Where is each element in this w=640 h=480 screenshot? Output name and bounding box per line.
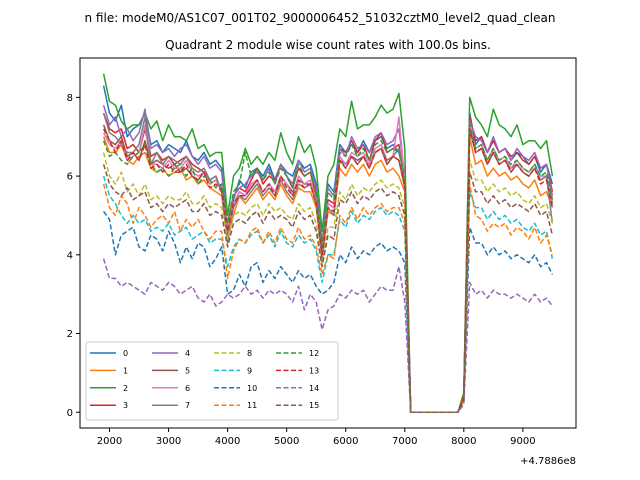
chart-suptitle: n file: modeM0/AS1C07_001T02_9000006452_…: [85, 11, 556, 25]
series-line-15: [102, 164, 554, 414]
x-tick-label: 7000: [392, 436, 417, 447]
x-tick-label: 9000: [510, 436, 535, 447]
series-line-13: [102, 128, 554, 414]
plot-frame: [79, 57, 577, 429]
y-tick-label: 0: [67, 408, 73, 419]
legend-label-1: 1: [123, 366, 128, 375]
x-tick-label: 2000: [97, 436, 122, 447]
series-line-2: [102, 73, 554, 414]
legend-label-15: 15: [309, 401, 319, 410]
x-tick-label: 5000: [274, 436, 299, 447]
series-line-10: [102, 211, 554, 414]
legend-label-6: 6: [185, 384, 190, 393]
series-line-14: [102, 258, 554, 414]
legend-label-3: 3: [123, 401, 128, 410]
x-axis: 2000 3000 4000 5000 6000 7000 8000 9000: [97, 428, 536, 447]
legend-label-12: 12: [309, 349, 319, 358]
series-line-9: [102, 175, 554, 414]
legend-label-8: 8: [247, 349, 252, 358]
series-line-11: [102, 183, 554, 414]
series-line-12: [102, 124, 554, 414]
chart-title: Quadrant 2 module wise count rates with …: [165, 38, 491, 52]
y-tick-label: 8: [67, 93, 73, 104]
series-line-4: [102, 104, 554, 414]
series-line-8: [102, 152, 554, 414]
legend-label-5: 5: [185, 366, 190, 375]
legend-label-11: 11: [247, 401, 257, 410]
series-line-6: [102, 116, 554, 414]
y-tick-label: 4: [67, 250, 73, 261]
legend-label-4: 4: [185, 349, 190, 358]
legend-label-13: 13: [309, 366, 319, 375]
series-line-3: [102, 112, 554, 414]
legend-label-7: 7: [185, 401, 190, 410]
legend-label-9: 9: [247, 366, 252, 375]
x-tick-label: 4000: [215, 436, 240, 447]
y-axis: 0 2 4 6 8: [67, 93, 80, 419]
y-tick-label: 6: [67, 172, 73, 183]
x-tick-label: 3000: [156, 436, 181, 447]
legend-label-2: 2: [123, 384, 128, 393]
x-tick-label: 8000: [451, 436, 476, 447]
legend-box: [85, 341, 339, 421]
x-tick-label: 6000: [333, 436, 358, 447]
plot-lines: [102, 73, 554, 414]
x-offset-label: +4.7886e8: [520, 456, 576, 467]
legend-label-14: 14: [309, 384, 319, 393]
y-tick-label: 2: [67, 329, 73, 340]
legend-label-0: 0: [123, 349, 128, 358]
legend-label-10: 10: [247, 384, 257, 393]
